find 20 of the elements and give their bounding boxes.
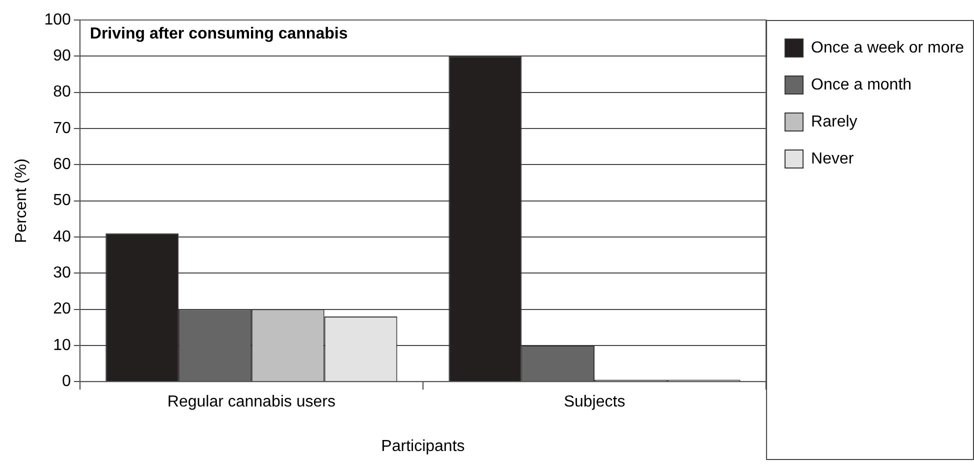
legend-label: Once a month — [811, 76, 912, 94]
y-tick-label: 60 — [53, 156, 71, 174]
y-tick-label: 90 — [53, 48, 71, 65]
y-axis-title: Percent (%) — [13, 158, 30, 244]
y-tick-label: 30 — [53, 264, 71, 282]
legend-label: Once a week or more — [811, 39, 964, 56]
y-tick-label: 20 — [53, 300, 71, 318]
y-tick-label: 0 — [62, 373, 71, 390]
y-tick-label: 40 — [53, 228, 71, 246]
y-tick-label: 10 — [53, 336, 71, 354]
x-axis-title: Participants — [381, 438, 465, 455]
legend-label: Never — [811, 150, 854, 168]
x-tick-label: Regular cannabis users — [167, 394, 336, 411]
y-tick-label: 50 — [53, 192, 71, 210]
x-tick-label: Subjects — [564, 394, 626, 411]
y-tick-label: 100 — [44, 11, 71, 28]
y-tick-label: 70 — [53, 120, 71, 137]
y-tick-label: 80 — [53, 84, 71, 101]
legend-label: Rarely — [811, 113, 858, 130]
chart-title: Driving after consuming cannabis — [90, 25, 348, 42]
